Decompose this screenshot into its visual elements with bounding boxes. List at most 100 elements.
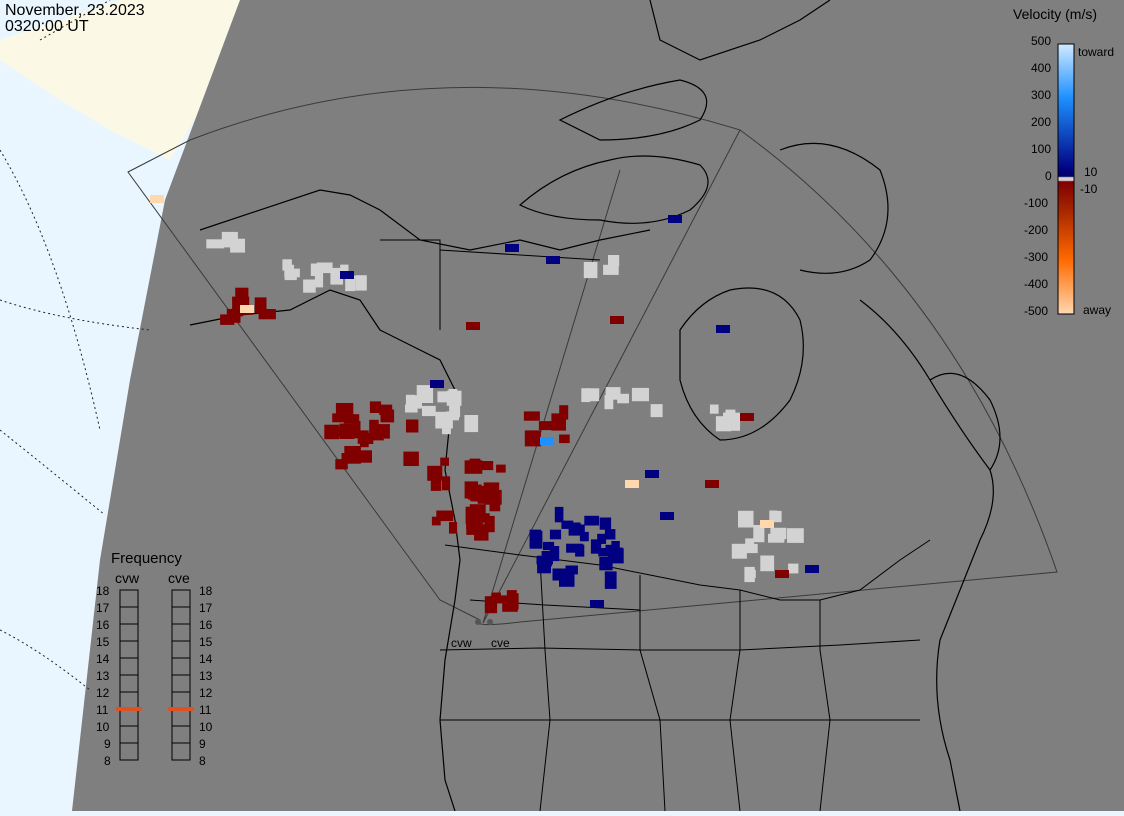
velocity-cell	[760, 555, 775, 572]
colorbar-tick-label: -10	[1080, 182, 1098, 196]
velocity-cell	[584, 515, 600, 526]
frequency-tick-label: 14	[199, 652, 213, 666]
velocity-cell	[660, 512, 674, 520]
velocity-cell	[745, 538, 755, 552]
velocity-cell	[220, 314, 235, 325]
frequency-tick-label: 15	[199, 635, 213, 649]
velocity-cell	[573, 524, 585, 535]
velocity-cell	[617, 393, 629, 404]
frequency-panel	[116, 589, 194, 761]
radar-label-cve: cve	[491, 636, 510, 650]
freq-radar-cve: cve	[168, 570, 190, 586]
velocity-cell	[537, 555, 551, 574]
velocity-cell	[430, 479, 442, 491]
velocity-cell	[330, 267, 343, 285]
velocity-cell	[731, 543, 747, 559]
velocity-cell	[579, 531, 589, 542]
velocity-cell	[150, 195, 164, 203]
velocity-cell	[715, 416, 732, 432]
velocity-cell	[611, 541, 620, 553]
velocity-cell	[427, 465, 443, 481]
velocity-cell	[369, 401, 382, 413]
velocity-cell	[575, 544, 585, 557]
velocity-cell	[604, 529, 616, 540]
velocity-cell	[705, 480, 719, 488]
velocity-cell	[583, 262, 598, 279]
velocity-cell	[481, 461, 494, 471]
velocity-cell	[554, 506, 564, 523]
frequency-tick-label: 8	[104, 754, 111, 768]
velocity-cell	[324, 424, 340, 440]
velocity-cell	[598, 548, 612, 557]
velocity-cell	[805, 565, 819, 573]
velocity-cell	[380, 409, 395, 423]
velocity-cell	[335, 459, 348, 470]
frequency-tick-label: 9	[104, 737, 111, 751]
velocity-cell	[431, 516, 441, 526]
velocity-cell	[599, 557, 613, 571]
velocity-cell	[559, 405, 569, 420]
borders	[380, 239, 931, 812]
velocity-cell	[310, 263, 319, 276]
frequency-tick-label: 17	[199, 601, 213, 615]
night-region	[72, 0, 1124, 811]
radar-site-cvw	[475, 619, 481, 625]
velocity-cell	[345, 275, 356, 292]
velocity-cell	[753, 525, 765, 543]
colorbar-gradient	[1057, 43, 1075, 315]
velocity-cell	[235, 287, 249, 299]
velocity-colorbar	[1057, 43, 1075, 315]
velocity-cell	[565, 565, 578, 575]
velocity-cell	[409, 395, 422, 409]
colorbar-tick-label: 500	[1031, 34, 1052, 48]
frequency-tick-label: 14	[96, 652, 110, 666]
velocity-cell	[470, 486, 487, 502]
colorbar-toward-label: toward	[1078, 45, 1115, 59]
frequency-tick-label: 11	[199, 703, 212, 717]
velocity-cell	[599, 517, 612, 530]
velocity-cell	[588, 388, 600, 402]
velocity-cell	[524, 430, 541, 447]
sunlit-land	[0, 0, 240, 160]
velocity-cell	[474, 524, 489, 541]
frequency-tick-label: 12	[96, 686, 110, 700]
velocity-cell	[430, 380, 444, 388]
velocity-cell	[440, 457, 449, 466]
velocity-cell	[351, 421, 361, 439]
velocity-cell	[605, 387, 621, 397]
velocity-cell	[747, 569, 756, 579]
velocity-cell	[316, 262, 333, 274]
velocity-cell	[483, 482, 500, 499]
frequency-tick-label: 9	[199, 737, 206, 751]
velocity-cell	[357, 433, 373, 444]
velocity-cell	[650, 404, 663, 418]
coastlines	[189, 0, 1001, 812]
velocity-cell	[716, 325, 730, 333]
velocity-cell	[772, 510, 782, 523]
colorbar-tick-label: 0	[1045, 169, 1052, 183]
velocity-cell	[466, 322, 480, 330]
colorbar-tick-label: 400	[1031, 61, 1052, 75]
velocity-cell	[258, 309, 276, 320]
colorbar-away-label: away	[1083, 303, 1112, 317]
velocity-cell	[233, 303, 243, 317]
frequency-tick-label: 8	[199, 754, 206, 768]
velocity-cell	[449, 399, 461, 418]
colorbar-tick-label: 200	[1031, 115, 1052, 129]
velocity-cell	[523, 411, 540, 421]
velocity-cell	[374, 424, 390, 439]
velocity-cell	[788, 563, 799, 574]
velocity-cell	[540, 437, 554, 445]
fov-beams	[482, 129, 741, 624]
velocity-cell	[442, 422, 451, 435]
colorbar-tick-label: -100	[1024, 196, 1049, 210]
velocity-cell	[529, 529, 542, 548]
velocity-cells	[150, 195, 819, 614]
velocity-cell	[770, 527, 787, 540]
velocity-cell	[538, 421, 554, 431]
velocity-cell	[406, 419, 419, 433]
colorbar-tick-label: -200	[1024, 223, 1049, 237]
velocity-cell	[561, 520, 574, 529]
velocity-cell	[254, 297, 267, 314]
